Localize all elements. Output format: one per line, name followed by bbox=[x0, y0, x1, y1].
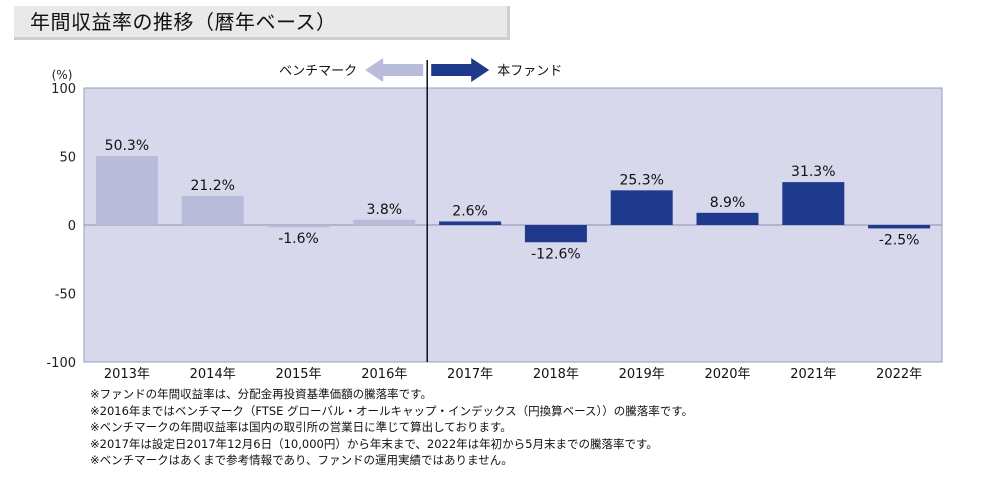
x-tick-label: 2015年 bbox=[275, 367, 321, 382]
y-tick-label: 100 bbox=[51, 82, 76, 97]
x-tick-label: 2019年 bbox=[619, 367, 665, 382]
footnote: ※ファンドの年間収益率は、分配金再投資基準価額の騰落率です。 bbox=[90, 387, 432, 401]
y-tick-label: -100 bbox=[46, 356, 76, 371]
chart-title: 年間収益率の推移（暦年ベース） bbox=[30, 10, 337, 34]
footnote: ※2017年は設定日2017年12月6日（10,000円）から年末まで、2022… bbox=[90, 436, 658, 451]
data-label: -2.5% bbox=[879, 232, 920, 248]
x-tick-label: 2022年 bbox=[876, 367, 922, 382]
data-label: 31.3% bbox=[791, 164, 835, 180]
fund-arrow-icon bbox=[431, 58, 490, 82]
annual-return-chart: 100 50 0 -50 -100 (%) 50.3% 2013年 21.2% 2014年 -1.6… bbox=[46, 58, 943, 382]
footnote: ※ベンチマークはあくまで参考情報であり、ファンドの運用実績ではありません。 bbox=[90, 453, 513, 467]
fund-bar bbox=[696, 212, 759, 225]
fund-bar bbox=[524, 225, 587, 243]
benchmark-bar bbox=[267, 225, 330, 228]
x-tick-label: 2014年 bbox=[190, 367, 236, 382]
data-label: 21.2% bbox=[190, 178, 234, 194]
fund-bar bbox=[439, 221, 502, 225]
data-label: 25.3% bbox=[619, 172, 663, 188]
footnotes: ※ファンドの年間収益率は、分配金再投資基準価額の騰落率です。 ※2016年までは… bbox=[90, 386, 693, 469]
title-banner: 年間収益率の推移（暦年ベース） bbox=[14, 6, 510, 40]
x-tick-label: 2018年 bbox=[533, 367, 579, 382]
benchmark-bar bbox=[181, 195, 244, 225]
x-tick-label: 2017年 bbox=[447, 367, 493, 382]
y-tick-label: 50 bbox=[59, 151, 76, 166]
y-tick-label: -50 bbox=[55, 288, 76, 303]
data-label: 8.9% bbox=[710, 195, 746, 211]
fund-bar bbox=[610, 190, 673, 225]
data-label: 2.6% bbox=[452, 203, 488, 219]
benchmark-bar bbox=[95, 156, 158, 225]
benchmark-bar bbox=[353, 219, 416, 225]
x-tick-label: 2016年 bbox=[361, 367, 407, 382]
data-label: -1.6% bbox=[278, 231, 319, 247]
data-label: 3.8% bbox=[367, 202, 403, 218]
benchmark-arrow-label: ベンチマーク bbox=[279, 64, 357, 79]
fund-bar bbox=[868, 225, 931, 229]
footnote: ※ベンチマークの年間収益率は国内の取引所の営業日に準じて算出しております。 bbox=[90, 420, 512, 434]
y-axis-unit: (%) bbox=[52, 68, 73, 82]
x-tick-label: 2021年 bbox=[790, 367, 836, 382]
x-tick-label: 2013年 bbox=[104, 367, 150, 382]
benchmark-arrow-icon bbox=[365, 58, 424, 82]
data-label: 50.3% bbox=[105, 138, 149, 154]
x-tick-label: 2020年 bbox=[704, 367, 750, 382]
fund-bar bbox=[782, 182, 845, 225]
y-tick-label: 0 bbox=[68, 219, 76, 234]
footnote: ※2016年まではベンチマーク（FTSE グローバル・オールキャップ・インデック… bbox=[90, 403, 694, 418]
data-label: -12.6% bbox=[531, 246, 581, 262]
fund-arrow-label: 本ファンド bbox=[497, 64, 562, 79]
